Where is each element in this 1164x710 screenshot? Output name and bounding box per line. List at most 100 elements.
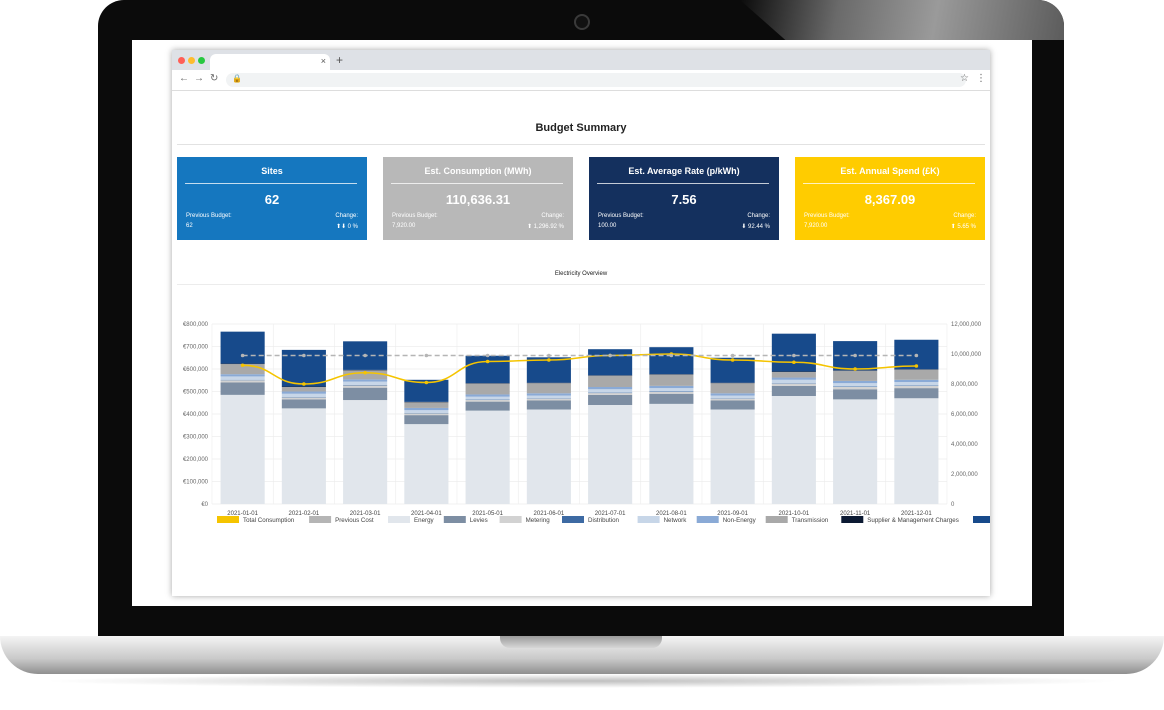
laptop-shadow — [40, 674, 1124, 688]
bar-segment-non-energy — [526, 393, 571, 396]
y-axis-right-tick: 6,000,000 — [951, 412, 978, 418]
kpi-previous-value: 62 — [186, 223, 193, 229]
bar-segment-transmission — [343, 370, 388, 380]
address-bar[interactable]: 🔒 — [226, 73, 966, 87]
kpi-divider — [185, 183, 357, 184]
laptop-screen: × + ← → ↻ 🔒 ☆ ⋮ Budget Summary Sites 62 … — [132, 40, 1032, 606]
legend-label: Previous Cost — [335, 517, 374, 524]
bar-segment-levies — [710, 400, 755, 410]
kpi-previous-value: 100.00 — [598, 223, 617, 229]
reload-icon[interactable]: ↻ — [210, 73, 219, 84]
kpi-previous-label: Previous Budget: — [804, 213, 850, 219]
point-previous-cost — [302, 353, 306, 358]
x-axis-tick: 2021-02-01 — [289, 511, 320, 517]
y-axis-right-tick: 10,000,000 — [951, 352, 982, 358]
lock-icon: 🔒 — [232, 74, 242, 83]
bar-segment-transmission — [404, 402, 449, 408]
kpi-card-annual-spend: Est. Annual Spend (£K) 8,367.09 Previous… — [795, 157, 985, 240]
y-axis-right-tick: 4,000,000 — [951, 442, 978, 448]
bar-segment-energy — [465, 410, 510, 504]
x-axis-tick: 2021-08-01 — [656, 511, 687, 517]
y-axis-right-tick: 2,000,000 — [951, 472, 978, 478]
kpi-divider — [597, 183, 769, 184]
x-axis-tick: 2021-01-01 — [227, 511, 258, 517]
minimize-window-icon[interactable] — [188, 57, 195, 64]
y-axis-left-tick: €600,000 — [183, 367, 209, 373]
x-axis-tick: 2021-04-01 — [411, 511, 442, 517]
electricity-overview-chart: €0 €100,000 €200,000 €300,000 €400,000 €500,0… — [183, 322, 990, 524]
kpi-value: 8,367.09 — [864, 192, 916, 207]
legend-swatch — [388, 516, 410, 523]
forward-icon[interactable]: → — [194, 73, 204, 84]
legend-swatch — [973, 516, 990, 523]
y-axis-left-tick: €100,000 — [183, 480, 209, 486]
kpi-change-value: ⬆⬇ 0 % — [335, 224, 358, 230]
point-previous-cost — [547, 353, 551, 358]
kpi-card-sites: Sites 62 Previous Budget: 62 Change: ⬆⬇ … — [177, 157, 367, 240]
bar-segment-vat — [710, 357, 755, 383]
bar-segment-transmission — [220, 364, 265, 375]
point-previous-cost — [240, 353, 245, 358]
tab-close-icon[interactable]: × — [320, 56, 326, 66]
bar-segment-network — [526, 395, 571, 399]
kpi-title: Est. Average Rate (p/kWh) — [628, 166, 740, 176]
bar-segment-metering — [404, 413, 449, 416]
bar-segment-transmission — [771, 371, 816, 378]
bar-segment-vat — [220, 331, 265, 364]
browser-tabbar: × + — [172, 50, 990, 70]
chart-title: Electricity Overview — [554, 271, 608, 277]
bar-segment-metering — [220, 380, 265, 383]
legend-label: Total Consumption — [243, 517, 295, 524]
point-total-consumption — [363, 370, 367, 375]
point-total-consumption — [792, 360, 796, 365]
kpi-previous-value: 7,920.00 — [392, 223, 416, 229]
kpi-change-label: Change: — [953, 213, 976, 219]
bar-segment-energy — [343, 400, 388, 504]
point-previous-cost — [853, 353, 857, 358]
laptop-notch — [500, 636, 662, 648]
legend-label: Transmission — [792, 517, 829, 524]
bar-segment-transmission — [894, 369, 939, 380]
kpi-previous-label: Previous Budget: — [392, 213, 438, 219]
x-axis-tick: 2021-12-01 — [901, 511, 932, 517]
point-previous-cost — [792, 353, 796, 358]
bar-segment-energy — [710, 409, 755, 504]
y-axis-left-tick: €300,000 — [183, 435, 209, 441]
legend-swatch — [499, 516, 522, 523]
bar-segment-metering — [833, 387, 878, 390]
bar-segment-network — [894, 382, 939, 386]
bar-segment-transmission — [281, 387, 326, 392]
y-axis-left-tick: €800,000 — [183, 322, 209, 328]
bar-segment-network — [649, 388, 694, 392]
x-axis-tick: 2021-11-01 — [840, 511, 871, 517]
bar-segment-non-energy — [833, 380, 878, 384]
y-axis-right-tick: 12,000,000 — [951, 322, 982, 328]
point-previous-cost — [914, 353, 919, 358]
maximize-window-icon[interactable] — [198, 57, 205, 64]
bar-segment-non-energy — [220, 374, 265, 377]
kpi-value: 110,636.31 — [445, 192, 511, 207]
browser-menu-icon[interactable]: ⋮ — [976, 73, 986, 84]
bar-segment-transmission — [710, 383, 755, 394]
new-tab-icon[interactable]: + — [336, 53, 344, 67]
back-icon[interactable]: ← — [179, 73, 189, 84]
bookmark-star-icon[interactable]: ☆ — [960, 73, 969, 84]
legend-label: Supplier & Management Charges — [867, 517, 959, 524]
close-window-icon[interactable] — [178, 57, 185, 64]
legend-swatch — [217, 516, 239, 523]
point-previous-cost — [608, 353, 612, 358]
legend-label: Network — [664, 517, 688, 524]
kpi-title: Sites — [261, 166, 283, 176]
bar-segment-vat — [771, 333, 816, 372]
bar-segment-network — [404, 410, 449, 413]
bar-segment-energy — [894, 398, 939, 504]
bar-segment-energy — [588, 405, 633, 504]
y-axis-left-tick: €700,000 — [183, 345, 209, 351]
browser-tab[interactable]: × — [210, 54, 330, 70]
kpi-previous-value: 7,920.00 — [804, 223, 828, 229]
bar-segment-metering — [465, 399, 510, 402]
x-axis-tick: 2021-10-01 — [779, 511, 810, 517]
bar-segment-transmission — [465, 383, 510, 395]
bar-segment-transmission — [833, 370, 878, 381]
bar-segment-non-energy — [465, 394, 510, 397]
